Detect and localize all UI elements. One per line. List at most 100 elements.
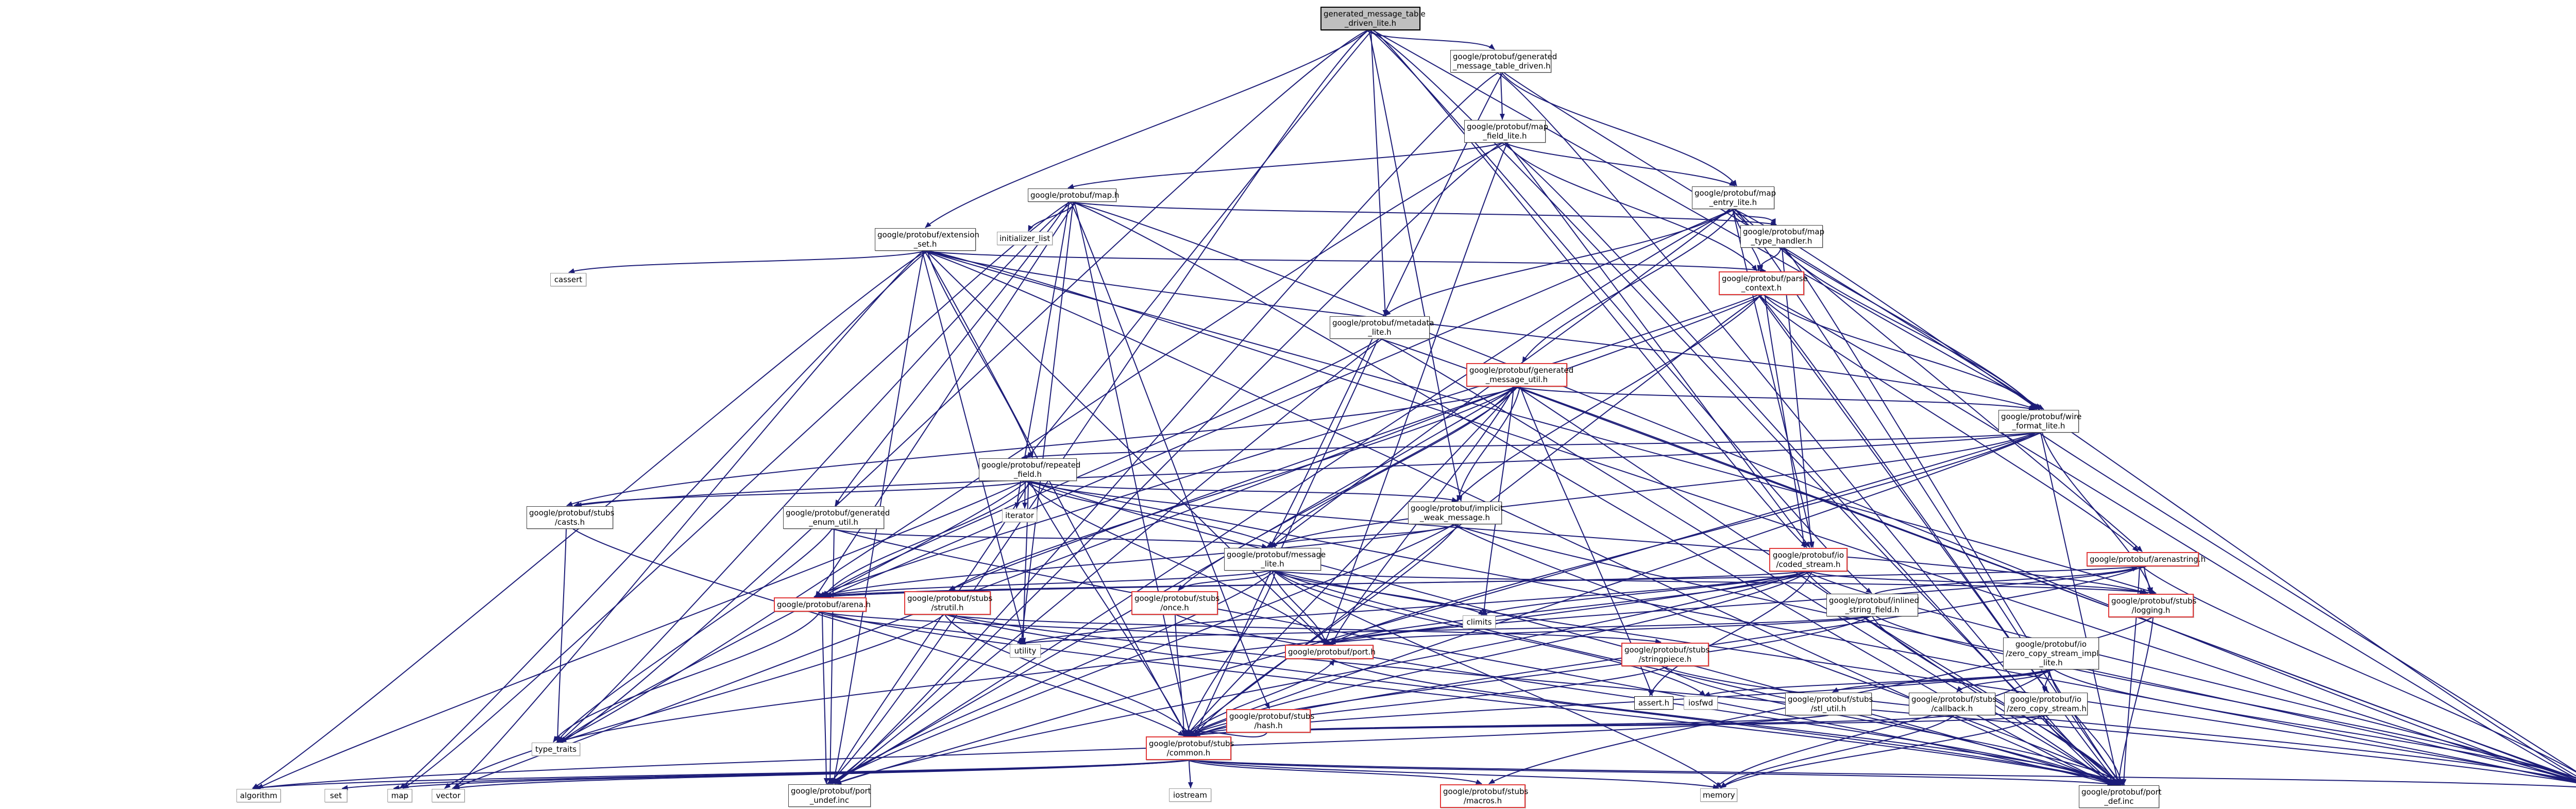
graph-node-climits[interactable]: climits bbox=[1463, 615, 1496, 629]
graph-node-assert_h[interactable]: assert.h bbox=[1634, 696, 1673, 710]
graph-node-port_undef[interactable]: google/protobuf/port _undef.inc bbox=[788, 784, 871, 807]
graph-node-zcs_impl_lite[interactable]: google/protobuf/io /zero_copy_stream_imp… bbox=[2003, 638, 2099, 669]
graph-node-parse_context[interactable]: google/protobuf/parse _context.h bbox=[1719, 271, 1808, 295]
edge-map_field_lite-to-map_entry_lite bbox=[1504, 142, 1736, 186]
edge-stl_util-to-algorithm bbox=[255, 715, 1828, 790]
edge-implicit_weak-to-port_def bbox=[1452, 524, 2125, 785]
graph-node-set[interactable]: set bbox=[325, 789, 347, 802]
graph-node-std_map[interactable]: map bbox=[387, 789, 412, 802]
edge-arena-to-port bbox=[819, 611, 1334, 646]
edge-message_lite-to-common bbox=[1185, 570, 1276, 736]
edge-table_driven-to-port_def bbox=[1497, 72, 2116, 785]
edge-parse_context-to-strutil bbox=[948, 295, 1763, 591]
graph-node-zero_copy_stream[interactable]: google/protobuf/io /zero_copy_stream.h bbox=[2004, 693, 2088, 715]
edge-gen_msg_util-to-wire_format_lite bbox=[1515, 386, 2035, 411]
graph-node-macros[interactable]: google/protobuf/stubs /macros.h bbox=[1440, 784, 1528, 808]
graph-node-hash[interactable]: google/protobuf/stubs /hash.h bbox=[1226, 709, 1314, 733]
graph-node-cassert[interactable]: cassert bbox=[550, 273, 586, 286]
edge-map_type_handler-to-parse_context bbox=[1757, 247, 1782, 271]
graph-node-map_type_handler[interactable]: google/protobuf/map _type_handler.h bbox=[1740, 225, 1824, 248]
edge-gen_msg_util-to-casts bbox=[566, 386, 1519, 506]
edge-arena-to-type_traits bbox=[553, 611, 821, 743]
graph-node-iosfwd[interactable]: iosfwd bbox=[1684, 696, 1718, 710]
graph-node-map_entry_lite[interactable]: google/protobuf/map _entry_lite.h bbox=[1692, 186, 1776, 209]
graph-node-implicit_weak[interactable]: google/protobuf/implicit _weak_message.h bbox=[1408, 502, 1503, 524]
graph-node-strutil[interactable]: google/protobuf/stubs /strutil.h bbox=[904, 591, 992, 615]
edge-repeated_field-to-implicit_weak bbox=[1027, 480, 1458, 503]
edge-metadata_lite-to-common bbox=[1194, 338, 1379, 736]
graph-node-driven_lite[interactable]: generated_message_table _driven_lite.h bbox=[1320, 7, 1426, 30]
graph-node-arenastring[interactable]: google/protobuf/arenastring.h bbox=[2087, 552, 2206, 566]
edge-parse_context-to-implicit_weak bbox=[1456, 295, 1761, 502]
graph-node-gen_msg_util[interactable]: google/protobuf/generated _message_util.… bbox=[1466, 363, 1573, 387]
graph-node-logging[interactable]: google/protobuf/stubs /logging.h bbox=[2108, 594, 2196, 617]
edge-implicit_weak-to-common bbox=[1194, 524, 1459, 736]
graph-node-coded_stream[interactable]: google/protobuf/io /coded_stream.h bbox=[1769, 548, 1848, 572]
graph-node-iostream[interactable]: iostream bbox=[1169, 788, 1211, 802]
edge-message_lite-to-port_def bbox=[1274, 570, 2116, 785]
graph-node-utility[interactable]: utility bbox=[1010, 644, 1041, 658]
edge-extension_set-to-logging bbox=[925, 250, 2157, 594]
graph-node-wire_format_lite[interactable]: google/protobuf/wire _format_lite.h bbox=[1998, 410, 2081, 433]
graph-node-table_driven[interactable]: google/protobuf/generated _message_table… bbox=[1450, 50, 1557, 73]
edge-map_entry_lite-to-port_def bbox=[1734, 209, 2124, 785]
edge-port-to-port_def bbox=[1331, 659, 2124, 785]
edge-extension_set-to-cassert bbox=[568, 250, 926, 273]
edge-zcs_impl_lite-to-memory bbox=[1715, 669, 2048, 788]
graph-node-vector[interactable]: vector bbox=[432, 789, 465, 802]
edge-map_field_lite-to-map bbox=[1067, 142, 1504, 189]
edge-common-to-iostream bbox=[1188, 760, 1193, 788]
graph-node-port[interactable]: google/protobuf/port.h bbox=[1285, 645, 1376, 659]
edge-gen_enum_util-to-port_undef bbox=[827, 528, 835, 784]
edge-wire_format_lite-to-common bbox=[1183, 432, 2042, 736]
graph-node-casts[interactable]: google/protobuf/stubs /casts.h bbox=[527, 506, 614, 529]
edge-inlined_string-to-arenastring bbox=[1874, 566, 2138, 594]
graph-node-inlined_string[interactable]: google/protobuf/inlined _string_field.h bbox=[1826, 594, 1919, 616]
edge-strutil-to-port_def bbox=[946, 614, 2122, 786]
edge-arenastring-to-string bbox=[2142, 566, 2576, 773]
edge-zero_copy_stream-to-memory bbox=[1720, 715, 2043, 788]
graph-node-common[interactable]: google/protobuf/stubs /common.h bbox=[1146, 736, 1234, 760]
edge-inlined_string-to-port bbox=[1323, 616, 1872, 646]
graph-node-port_def[interactable]: google/protobuf/port _def.inc bbox=[2079, 785, 2162, 808]
edge-driven_lite-to-implicit_weak bbox=[1368, 30, 1463, 502]
graph-node-map_field_lite[interactable]: google/protobuf/map _field_lite.h bbox=[1464, 120, 1548, 143]
edge-driven_lite-to-port_undef bbox=[827, 30, 1369, 784]
edge-gen_msg_util-to-port_undef bbox=[831, 386, 1519, 784]
graph-node-stringpiece[interactable]: google/protobuf/stubs /stringpiece.h bbox=[1621, 643, 1709, 666]
graph-node-arena[interactable]: google/protobuf/arena.h bbox=[774, 597, 871, 612]
edge-map_type_handler-to-port_def bbox=[1784, 247, 2122, 785]
edge-common-to-memory bbox=[1191, 760, 1719, 789]
graph-node-memory[interactable]: memory bbox=[1700, 788, 1737, 802]
edge-message_lite-to-logging bbox=[1268, 570, 2156, 595]
edge-logging-to-port_def bbox=[2116, 617, 2154, 785]
edge-map_entry_lite-to-coded_stream bbox=[1732, 209, 1815, 548]
graph-node-metadata_lite[interactable]: google/protobuf/metadata _lite.h bbox=[1330, 316, 1434, 339]
edge-implicit_weak-to-arena bbox=[820, 524, 1458, 598]
edge-gen_msg_util-to-port_def bbox=[1517, 386, 2115, 785]
edge-wire_format_lite-to-repeated_field bbox=[1021, 432, 2038, 460]
edge-common-to-macros bbox=[1187, 760, 1482, 784]
graph-node-once[interactable]: google/protobuf/stubs /once.h bbox=[1131, 591, 1219, 615]
graph-node-repeated_field[interactable]: google/protobuf/repeated _field.h bbox=[979, 458, 1080, 481]
edge-message_lite-to-arena bbox=[817, 570, 1270, 598]
graph-node-stl_util[interactable]: google/protobuf/stubs /stl_util.h bbox=[1785, 693, 1873, 715]
edge-driven_lite-to-extension_set bbox=[925, 30, 1368, 228]
edge-common-to-string bbox=[1185, 760, 2576, 788]
graph-node-algorithm[interactable]: algorithm bbox=[236, 789, 281, 802]
graph-node-initializer_list[interactable]: initializer_list bbox=[997, 232, 1053, 245]
edge-coded_stream-to-port_undef bbox=[835, 571, 1807, 784]
graph-node-extension_set[interactable]: google/protobuf/extension _set.h bbox=[875, 228, 979, 251]
edge-table_driven-to-port_undef bbox=[832, 72, 1499, 784]
graph-node-message_lite[interactable]: google/protobuf/message _lite.h bbox=[1224, 548, 1326, 571]
graph-node-gen_enum_util[interactable]: google/protobuf/generated _enum_util.h bbox=[783, 506, 890, 529]
graph-node-callback[interactable]: google/protobuf/stubs /callback.h bbox=[1909, 693, 1996, 715]
edge-map-to-utility bbox=[1019, 201, 1074, 644]
edge-message_lite-to-string bbox=[1273, 570, 2576, 783]
edge-gen_msg_util-to-assert_h bbox=[1520, 386, 1653, 696]
graph-node-type_traits[interactable]: type_traits bbox=[532, 743, 580, 756]
edge-coded_stream-to-assert_h bbox=[1649, 571, 1812, 696]
graph-node-map[interactable]: google/protobuf/map.h bbox=[1028, 188, 1119, 202]
graph-node-iterator[interactable]: iterator bbox=[1002, 509, 1037, 522]
